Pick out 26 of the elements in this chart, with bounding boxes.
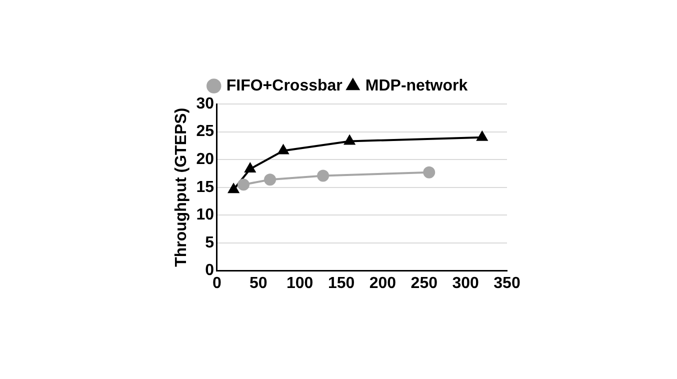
y-tick-label: 10 xyxy=(196,206,214,224)
point xyxy=(264,174,276,186)
x-tick-label: 50 xyxy=(250,274,268,292)
point xyxy=(228,184,239,194)
point xyxy=(238,178,250,191)
x-tick-label: 250 xyxy=(410,274,438,292)
x-tick-label: 200 xyxy=(369,274,396,292)
legend-label: FIFO+Crossbar xyxy=(226,77,342,94)
x-tick-label: 150 xyxy=(328,274,355,292)
point xyxy=(476,131,488,141)
y-tick-label: 25 xyxy=(196,123,214,140)
x-tick-label: 300 xyxy=(452,274,480,292)
point xyxy=(317,170,330,182)
y-tick-label: 15 xyxy=(196,178,214,196)
y-tick-label: 20 xyxy=(196,151,214,168)
point xyxy=(244,163,256,173)
legend-label: MDP-network xyxy=(365,77,468,94)
x-tick-label: 100 xyxy=(286,274,314,292)
point xyxy=(278,144,289,154)
point xyxy=(344,135,355,145)
y-tick-label: 0 xyxy=(205,262,214,280)
y-axis-title: Throughput (GTEPS) xyxy=(173,108,190,267)
point xyxy=(423,166,436,178)
x-tick-label: 350 xyxy=(494,274,520,292)
y-tick-label: 30 xyxy=(196,95,214,112)
y-tick-label: 5 xyxy=(205,234,214,252)
